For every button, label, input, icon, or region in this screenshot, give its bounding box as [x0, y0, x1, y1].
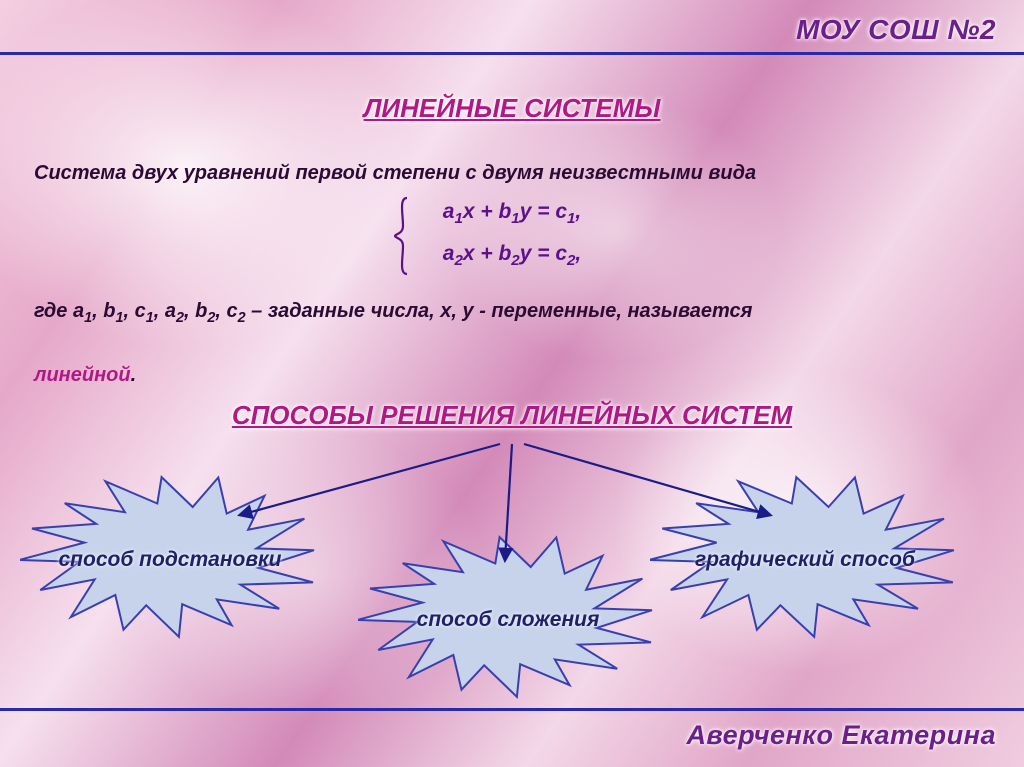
arrow-lines	[240, 444, 770, 560]
burst-substitution-label: способ подстановки	[20, 548, 320, 572]
burst-addition-label: способ сложения	[358, 608, 658, 632]
slide: МОУ СОШ №2 ЛИНЕЙНЫЕ СИСТЕМЫ Система двух…	[0, 0, 1024, 767]
arrow-to-addition	[505, 444, 512, 560]
diagram-arrows	[0, 0, 1024, 767]
arrow-to-substitution	[240, 444, 500, 515]
arrow-to-graphical	[524, 444, 770, 515]
burst-graphical-label: графический способ	[650, 548, 960, 572]
